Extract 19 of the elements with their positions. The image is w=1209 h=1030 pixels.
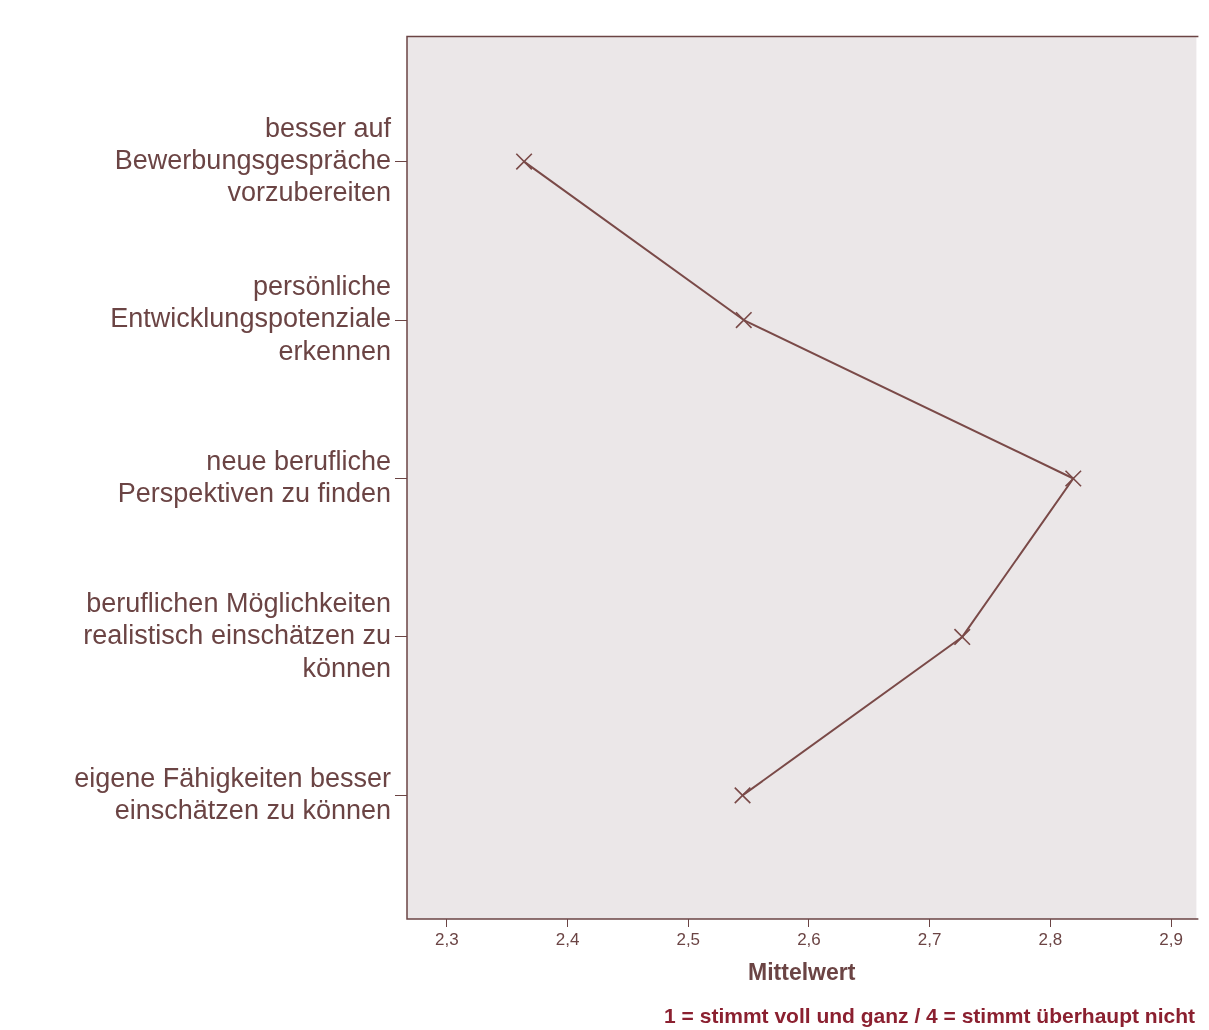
x-axis-title: Mittelwert [748, 958, 856, 985]
x-tick-label: 2,9 [1159, 929, 1183, 949]
text: 1 = stimmt voll und ganz / 4 = stimmt überhaupt nicht [664, 1004, 1195, 1028]
y-tick-label: beruflichen Möglichkeiten realistisch einschätzen zu können [83, 588, 391, 683]
y-tick-label: neue berufliche Perspektiven zu finden [117, 445, 391, 509]
y-tick-label: besser auf Bewerbungsgespräche vorzubereiten [114, 112, 392, 208]
point [735, 311, 753, 329]
x-tick-label: 2,4 [555, 929, 580, 949]
x-tick-label: 2,5 [676, 929, 701, 949]
point [515, 153, 533, 171]
point [1064, 469, 1082, 488]
point [953, 628, 971, 646]
x-tick-label: 2,6 [797, 929, 821, 949]
x-tick-label: 2,7 [917, 929, 942, 949]
x-tick-label: 2,3 [435, 929, 459, 949]
y-tick-label: eigene Fähigkeiten besser einschätzen zu können [74, 762, 391, 826]
x-tick-label: 2,8 [1038, 929, 1063, 949]
y-tick-label: persönliche Entwicklungspotenziale erkennen [110, 271, 391, 366]
point [733, 786, 752, 804]
